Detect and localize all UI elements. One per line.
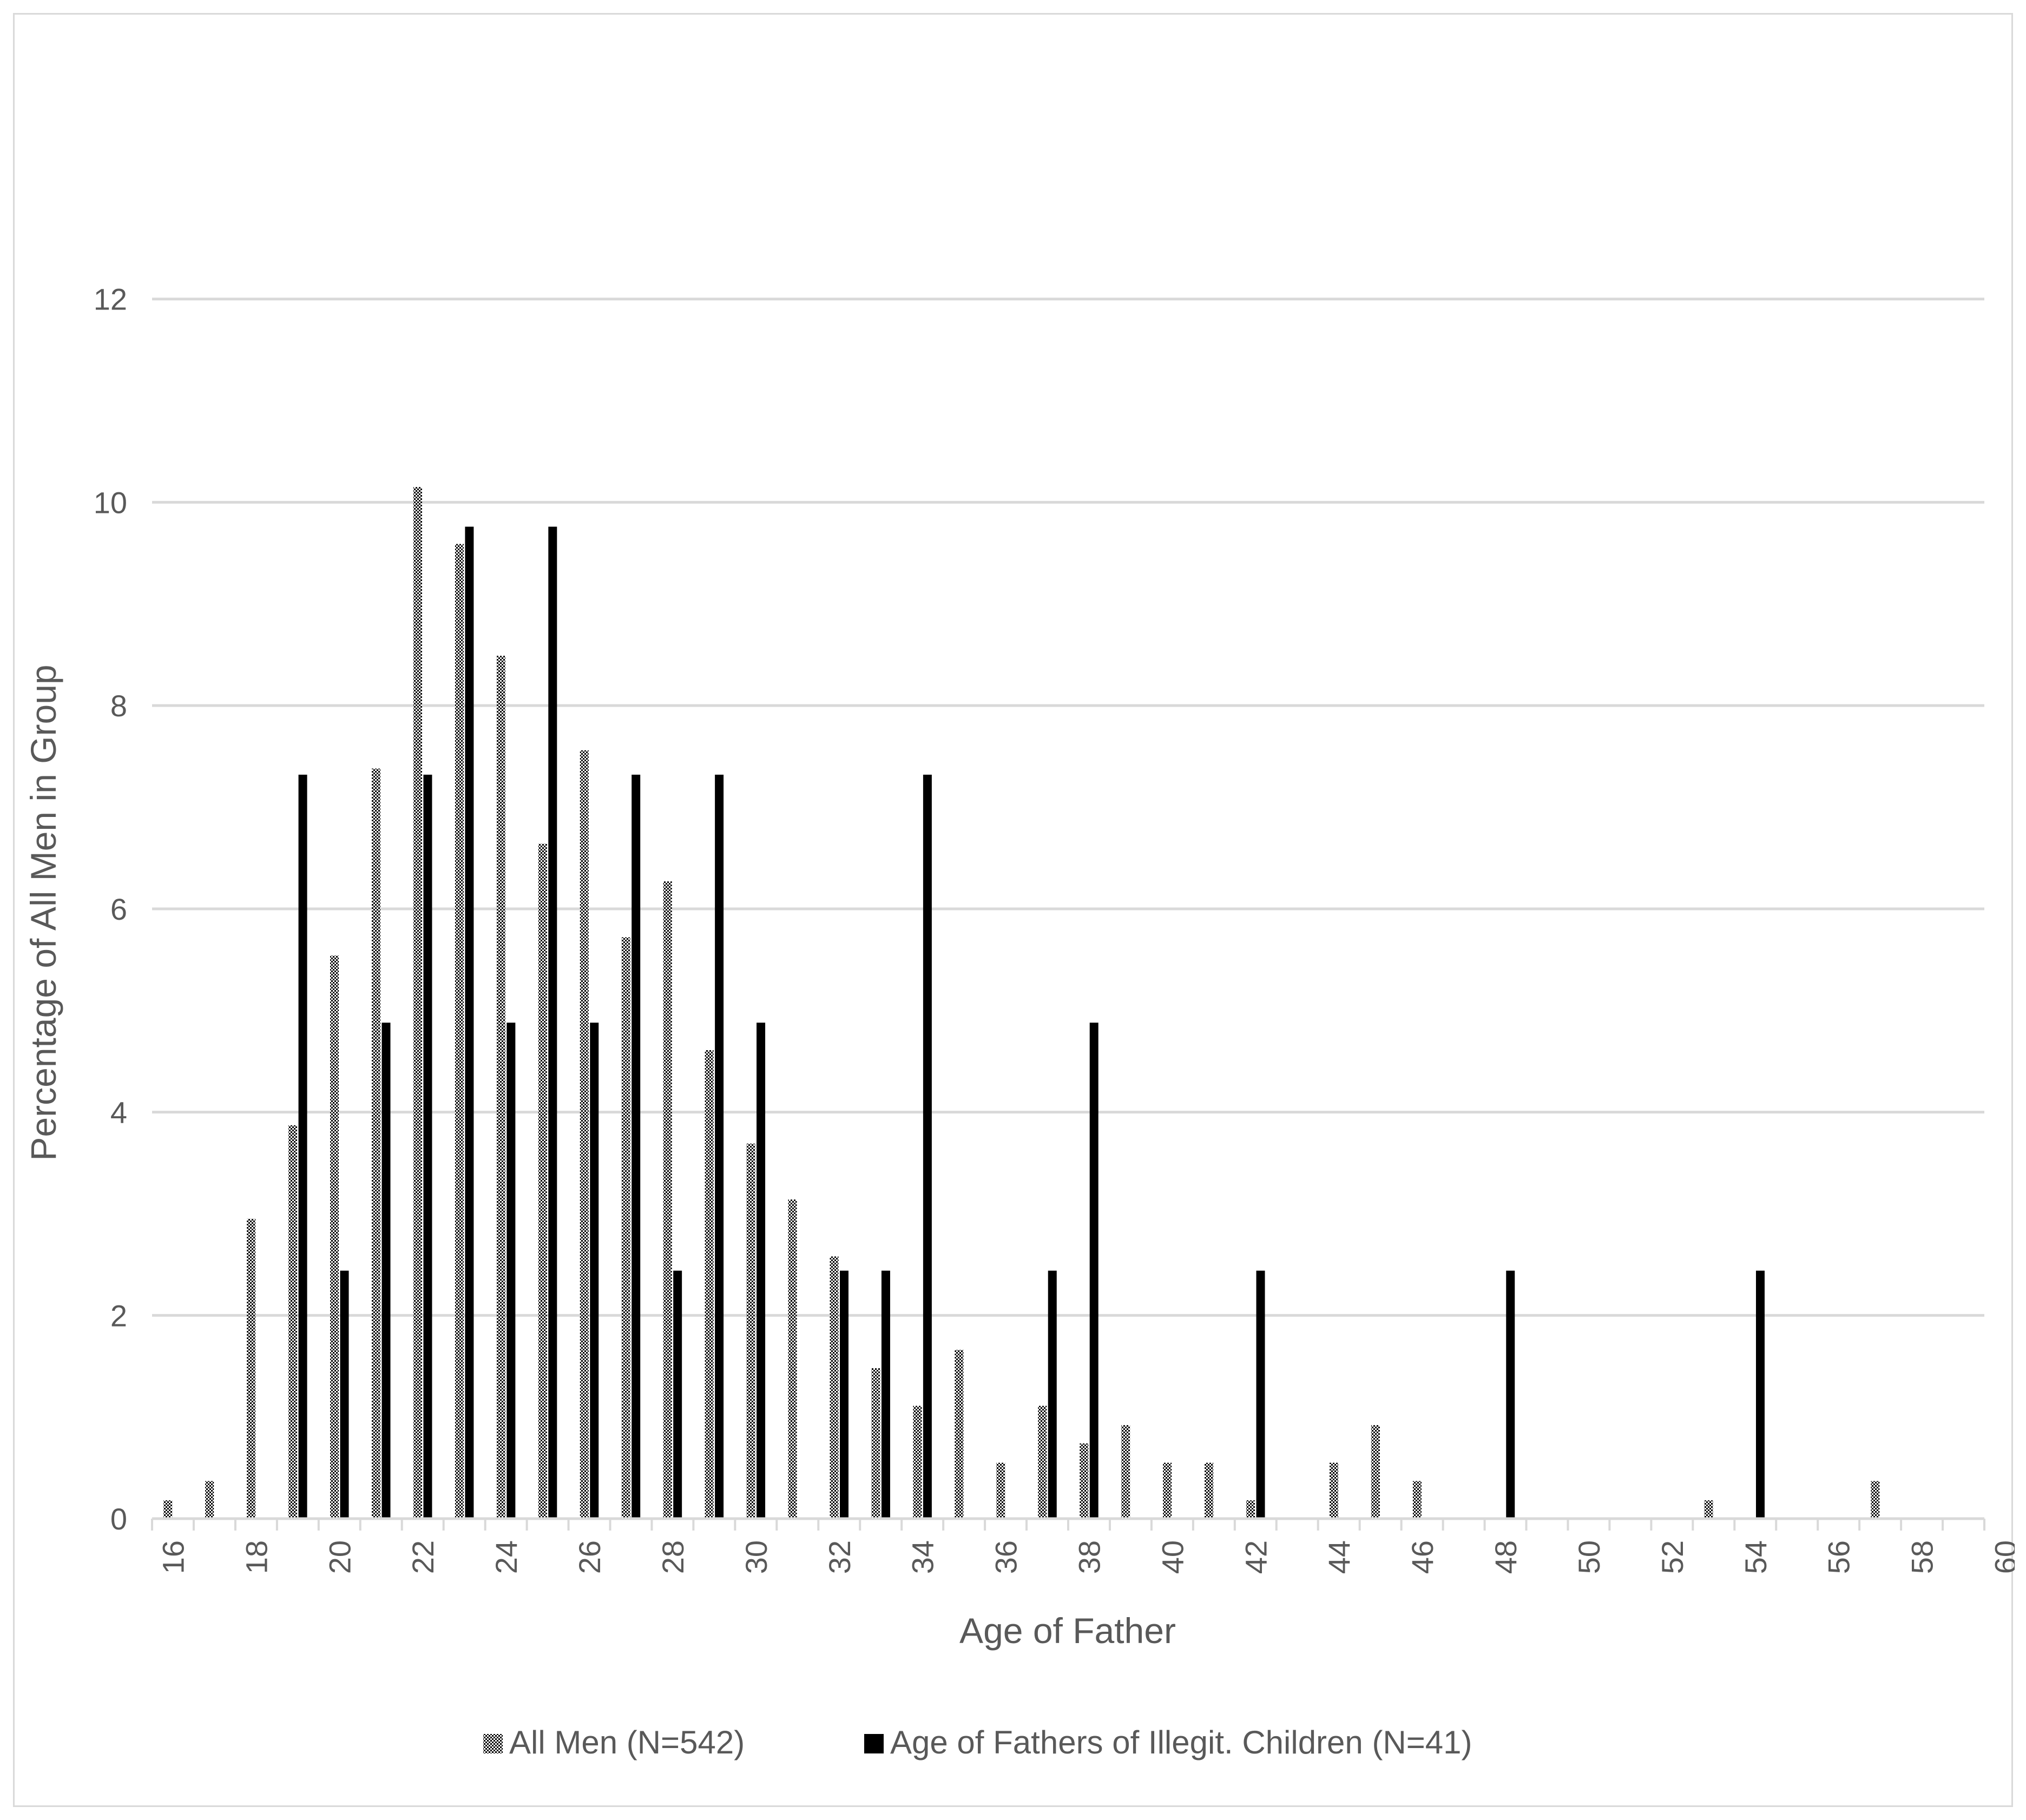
- y-tick-label-0: 0: [110, 1502, 127, 1536]
- x-tick-label-54: 54: [1739, 1540, 1773, 1574]
- bar-all-men-age-46: [1412, 1481, 1422, 1519]
- legend-label-illegit-fathers: Age of Fathers of Illegit. Children (N=4…: [890, 1724, 1472, 1760]
- bar-all-men-age-33: [871, 1368, 880, 1519]
- bar-illegit-fathers-age-24: [506, 1023, 516, 1519]
- x-tick-label-34: 34: [906, 1540, 940, 1574]
- x-tick-label-20: 20: [323, 1540, 357, 1574]
- x-tick-label-52: 52: [1655, 1540, 1689, 1574]
- bar-all-men-age-19: [288, 1125, 298, 1519]
- x-tick-label-48: 48: [1489, 1540, 1523, 1574]
- bar-all-men-age-32: [830, 1256, 839, 1519]
- bar-all-men-age-42: [1246, 1500, 1255, 1519]
- y-tick-label-6: 6: [110, 892, 127, 926]
- bar-illegit-fathers-age-23: [465, 526, 474, 1519]
- bar-all-men-age-22: [413, 487, 422, 1519]
- x-axis-title: Age of Father: [959, 1611, 1176, 1651]
- x-tick-label-18: 18: [239, 1540, 273, 1574]
- legend-label-all-men: All Men (N=542): [509, 1724, 745, 1760]
- x-tick-label-58: 58: [1905, 1540, 1939, 1574]
- bar-illegit-fathers-age-29: [715, 774, 724, 1519]
- bars: [163, 487, 1880, 1519]
- bar-all-men-age-53: [1704, 1500, 1713, 1519]
- bar-all-men-age-44: [1329, 1462, 1338, 1519]
- y-axis-tick-labels: 0 2 4 6 8 10 12: [94, 282, 127, 1536]
- bar-all-men-age-41: [1205, 1462, 1214, 1519]
- bar-all-men-age-23: [455, 544, 464, 1519]
- bar-illegit-fathers-age-37: [1048, 1270, 1057, 1519]
- y-tick-label-2: 2: [110, 1298, 127, 1333]
- bar-all-men-age-16: [163, 1500, 173, 1519]
- bar-all-men-age-38: [1080, 1443, 1089, 1519]
- bar-all-men-age-27: [621, 937, 630, 1519]
- bar-all-men-age-31: [788, 1199, 797, 1519]
- bar-all-men-age-26: [580, 750, 589, 1519]
- bar-all-men-age-36: [996, 1462, 1005, 1519]
- bar-all-men-age-35: [955, 1350, 964, 1519]
- bar-illegit-fathers-age-21: [381, 1023, 391, 1519]
- bar-all-men-age-18: [247, 1218, 256, 1519]
- x-tick-label-42: 42: [1239, 1540, 1273, 1574]
- bar-all-men-age-25: [538, 843, 547, 1519]
- x-tick-label-32: 32: [823, 1540, 857, 1574]
- bar-illegit-fathers-age-32: [839, 1270, 848, 1519]
- bar-illegit-fathers-age-33: [881, 1270, 890, 1519]
- x-tick-label-38: 38: [1072, 1540, 1106, 1574]
- bar-illegit-fathers-age-48: [1506, 1270, 1515, 1519]
- bar-illegit-fathers-age-27: [632, 774, 641, 1519]
- bar-all-men-age-45: [1371, 1425, 1380, 1519]
- x-tick-label-40: 40: [1155, 1540, 1189, 1574]
- x-tick-label-24: 24: [489, 1540, 523, 1574]
- bar-all-men-age-40: [1163, 1462, 1172, 1519]
- x-tick-label-28: 28: [656, 1540, 690, 1574]
- bar-illegit-fathers-age-19: [298, 774, 307, 1519]
- bar-illegit-fathers-age-28: [673, 1270, 682, 1519]
- bar-all-men-age-37: [1038, 1406, 1047, 1519]
- bar-all-men-age-24: [496, 656, 505, 1519]
- bar-all-men-age-57: [1871, 1481, 1880, 1519]
- y-tick-label-4: 4: [110, 1096, 127, 1130]
- bar-illegit-fathers-age-34: [923, 774, 932, 1519]
- bar-all-men-age-39: [1121, 1425, 1130, 1519]
- x-axis-tick-labels: 16 18 20 22 24 26 28 30 32 34 36 38 40 42 44 46 48 50 52 54…: [156, 1540, 2015, 1574]
- x-tick-label-50: 50: [1572, 1540, 1606, 1574]
- bar-all-men-age-28: [663, 881, 672, 1519]
- bar-all-men-age-29: [705, 1050, 714, 1519]
- legend-swatch-illegit-fathers: [864, 1734, 884, 1753]
- bar-all-men-age-20: [330, 955, 339, 1519]
- bar-illegit-fathers-age-54: [1755, 1270, 1765, 1519]
- bar-illegit-fathers-age-38: [1089, 1023, 1098, 1519]
- legend-swatch-all-men: [483, 1734, 503, 1753]
- bar-illegit-fathers-age-25: [548, 526, 557, 1519]
- bar-all-men-age-21: [372, 768, 381, 1519]
- bar-illegit-fathers-age-30: [757, 1023, 766, 1519]
- bar-illegit-fathers-age-26: [590, 1023, 599, 1519]
- x-tick-label-44: 44: [1322, 1540, 1356, 1574]
- x-tick-label-16: 16: [156, 1540, 190, 1574]
- bar-illegit-fathers-age-22: [423, 774, 432, 1519]
- bar-illegit-fathers-age-42: [1256, 1270, 1265, 1519]
- bar-all-men-age-34: [913, 1406, 922, 1519]
- x-tick-label-56: 56: [1822, 1540, 1856, 1574]
- x-tick-label-60: 60: [1988, 1540, 2015, 1574]
- y-tick-label-12: 12: [94, 282, 127, 316]
- x-tick-label-22: 22: [406, 1540, 440, 1574]
- bar-illegit-fathers-age-20: [340, 1270, 349, 1519]
- legend: All Men (N=542) Age of Fathers of Illegi…: [483, 1724, 1472, 1760]
- y-tick-label-10: 10: [94, 485, 127, 519]
- x-tick-label-30: 30: [739, 1540, 773, 1574]
- x-tick-label-46: 46: [1405, 1540, 1439, 1574]
- bar-all-men-age-30: [746, 1143, 755, 1519]
- y-axis-title: Percentage of All Men in Group: [23, 664, 63, 1160]
- chart-frame: 0 2 4 6 8 10 12 16 18 20 22 24 26 28 30 32 34 36 38 40 42 44…: [13, 13, 2015, 1807]
- x-tick-label-36: 36: [989, 1540, 1023, 1574]
- x-axis: [151, 1517, 1985, 1531]
- y-tick-label-8: 8: [110, 689, 127, 723]
- x-tick-label-26: 26: [573, 1540, 607, 1574]
- bar-all-men-age-17: [205, 1481, 214, 1519]
